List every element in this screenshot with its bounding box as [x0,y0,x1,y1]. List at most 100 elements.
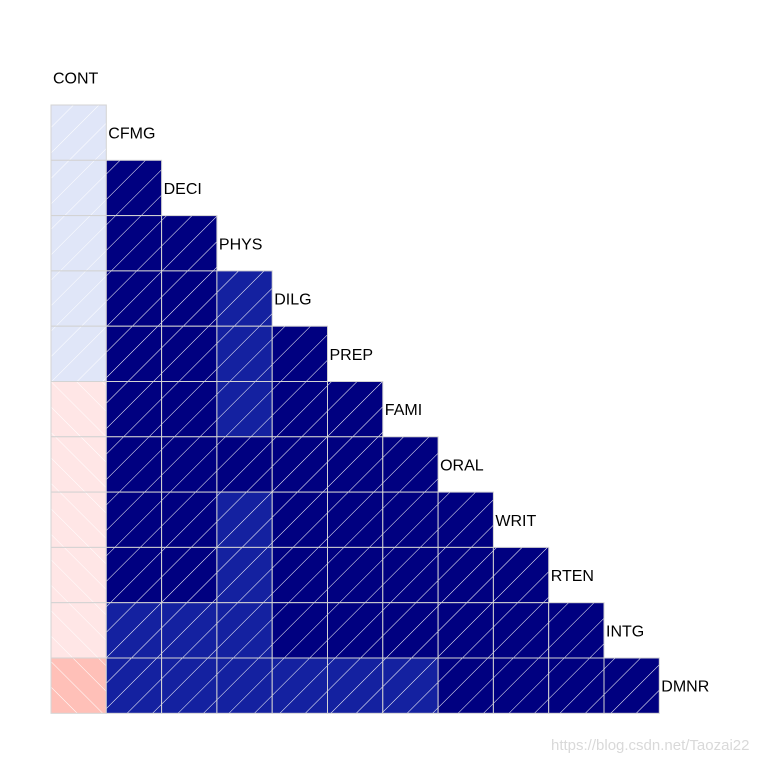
corr-cell-FAMI-PHYS [216,381,273,438]
corr-cell-DMNR-PREP [327,657,384,714]
corr-cell-PREP-DILG [271,325,329,383]
corr-cell-DMNR-FAMI [382,657,439,714]
variable-label-PREP: PREP [330,347,374,364]
corr-cell-INTG-ORAL [437,602,494,659]
cell-hatch [105,159,163,217]
cell-hatch [382,491,439,548]
corr-cell-DMNR-WRIT [492,657,550,714]
corr-cell-ORAL-FAMI [382,436,439,493]
cell-hatch [548,602,605,659]
corr-cell-ORAL-DILG [271,436,329,493]
cell-hatch [327,381,384,438]
cell-hatch [50,657,107,714]
cell-hatch [216,436,273,493]
variable-label-CFMG: CFMG [108,126,155,143]
cell-hatch [161,381,218,438]
corr-cell-INTG-CONT [50,602,107,659]
corr-cell-DECI-CFMG [105,159,163,217]
cell-hatch [271,381,329,438]
cell-hatch [105,546,163,604]
corr-cell-DMNR-DILG [271,657,329,714]
cell-hatch [437,546,494,604]
corr-cell-WRIT-PHYS [216,491,273,548]
corr-cell-RTEN-DECI [161,546,218,604]
variable-label-FAMI: FAMI [385,402,422,419]
corr-cell-DMNR-PHYS [216,657,273,714]
cell-hatch [50,381,107,438]
corr-cell-FAMI-DILG [271,381,329,438]
cell-hatch [50,436,107,493]
corr-cell-RTEN-DILG [271,546,329,604]
corr-cell-WRIT-ORAL [437,491,494,548]
corr-cell-WRIT-DILG [271,491,329,548]
corr-cell-INTG-FAMI [382,602,439,659]
corr-cell-RTEN-WRIT [492,546,550,604]
corr-cell-RTEN-CFMG [105,546,163,604]
corr-cell-INTG-CFMG [105,602,163,659]
cell-hatch [327,657,384,714]
cell-hatch [216,381,273,438]
corr-cell-DILG-CONT [50,270,107,327]
cell-hatch [50,215,107,272]
watermark: https://blog.csdn.net/Taozai22 [551,737,750,754]
corr-cell-DECI-CONT [50,159,107,217]
corr-cell-INTG-PHYS [216,602,273,659]
variable-label-ORAL: ORAL [440,457,484,474]
cell-hatch [271,491,329,548]
corr-cell-RTEN-ORAL [437,546,494,604]
corr-cell-ORAL-CONT [50,436,107,493]
cell-hatch [603,657,660,714]
corr-cell-DMNR-ORAL [437,657,494,714]
cell-hatch [50,325,107,383]
corr-cell-PREP-CONT [50,325,107,383]
corr-cell-RTEN-CONT [50,546,107,604]
cell-hatch [105,657,163,714]
cell-hatch [105,270,163,327]
cell-hatch [382,546,439,604]
variable-label-CONT: CONT [53,70,99,87]
corr-cell-INTG-WRIT [492,602,550,659]
corr-cell-DMNR-DECI [161,657,218,714]
cell-hatch [50,270,107,327]
corr-cell-DILG-PHYS [216,270,273,327]
variable-label-WRIT: WRIT [495,513,536,530]
variable-label-INTG: INTG [606,623,644,640]
cell-hatch [161,436,218,493]
corr-cell-WRIT-CFMG [105,491,163,548]
cell-hatch [50,602,107,659]
cell-hatch [161,491,218,548]
cell-hatch [327,546,384,604]
corr-cell-ORAL-CFMG [105,436,163,493]
corr-cell-DMNR-INTG [603,657,660,714]
cell-hatch [105,381,163,438]
variable-label-DECI: DECI [164,181,202,198]
corr-cell-INTG-PREP [327,602,384,659]
cell-hatch [437,602,494,659]
corr-cell-FAMI-CONT [50,381,107,438]
cell-hatch [271,602,329,659]
corr-cell-RTEN-PREP [327,546,384,604]
cell-hatch [492,657,550,714]
corr-cell-WRIT-DECI [161,491,218,548]
corr-cell-PREP-DECI [161,325,218,383]
corr-cell-CFMG-CONT [50,104,107,161]
cell-hatch [216,546,273,604]
corr-cell-WRIT-CONT [50,491,107,548]
corr-cell-ORAL-DECI [161,436,218,493]
corr-cell-INTG-RTEN [548,602,605,659]
cell-hatch [492,546,550,604]
variable-label-DILG: DILG [274,292,311,309]
cell-hatch [216,491,273,548]
cell-hatch [327,602,384,659]
corr-cell-RTEN-FAMI [382,546,439,604]
cell-hatch [492,602,550,659]
variable-label-DMNR: DMNR [661,679,709,696]
cell-hatch [271,436,329,493]
cell-hatch [161,602,218,659]
variable-label-RTEN: RTEN [551,568,594,585]
corr-cell-FAMI-DECI [161,381,218,438]
cell-hatch [105,491,163,548]
cell-hatch [50,159,107,217]
corr-cell-INTG-DECI [161,602,218,659]
